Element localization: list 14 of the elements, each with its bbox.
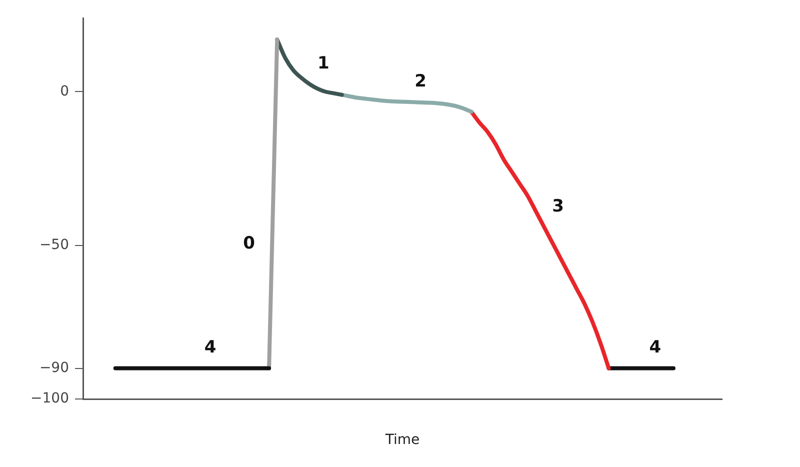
series-label: 2 [414,71,426,92]
line-series [469,110,611,370]
y-tick-label: −100 [30,390,69,407]
y-tick-label: 0 [60,83,69,100]
series-label: 1 [318,53,330,74]
series-label: 4 [649,338,662,358]
y-tick-label: −90 [39,360,69,376]
line-series [275,38,344,97]
series-label: 0 [243,233,256,254]
series-label: 3 [552,196,564,216]
line-series [340,92,474,114]
x-axis-title: Time [384,432,420,448]
y-tick-label: −50 [39,237,69,254]
series-label: 4 [204,338,216,358]
